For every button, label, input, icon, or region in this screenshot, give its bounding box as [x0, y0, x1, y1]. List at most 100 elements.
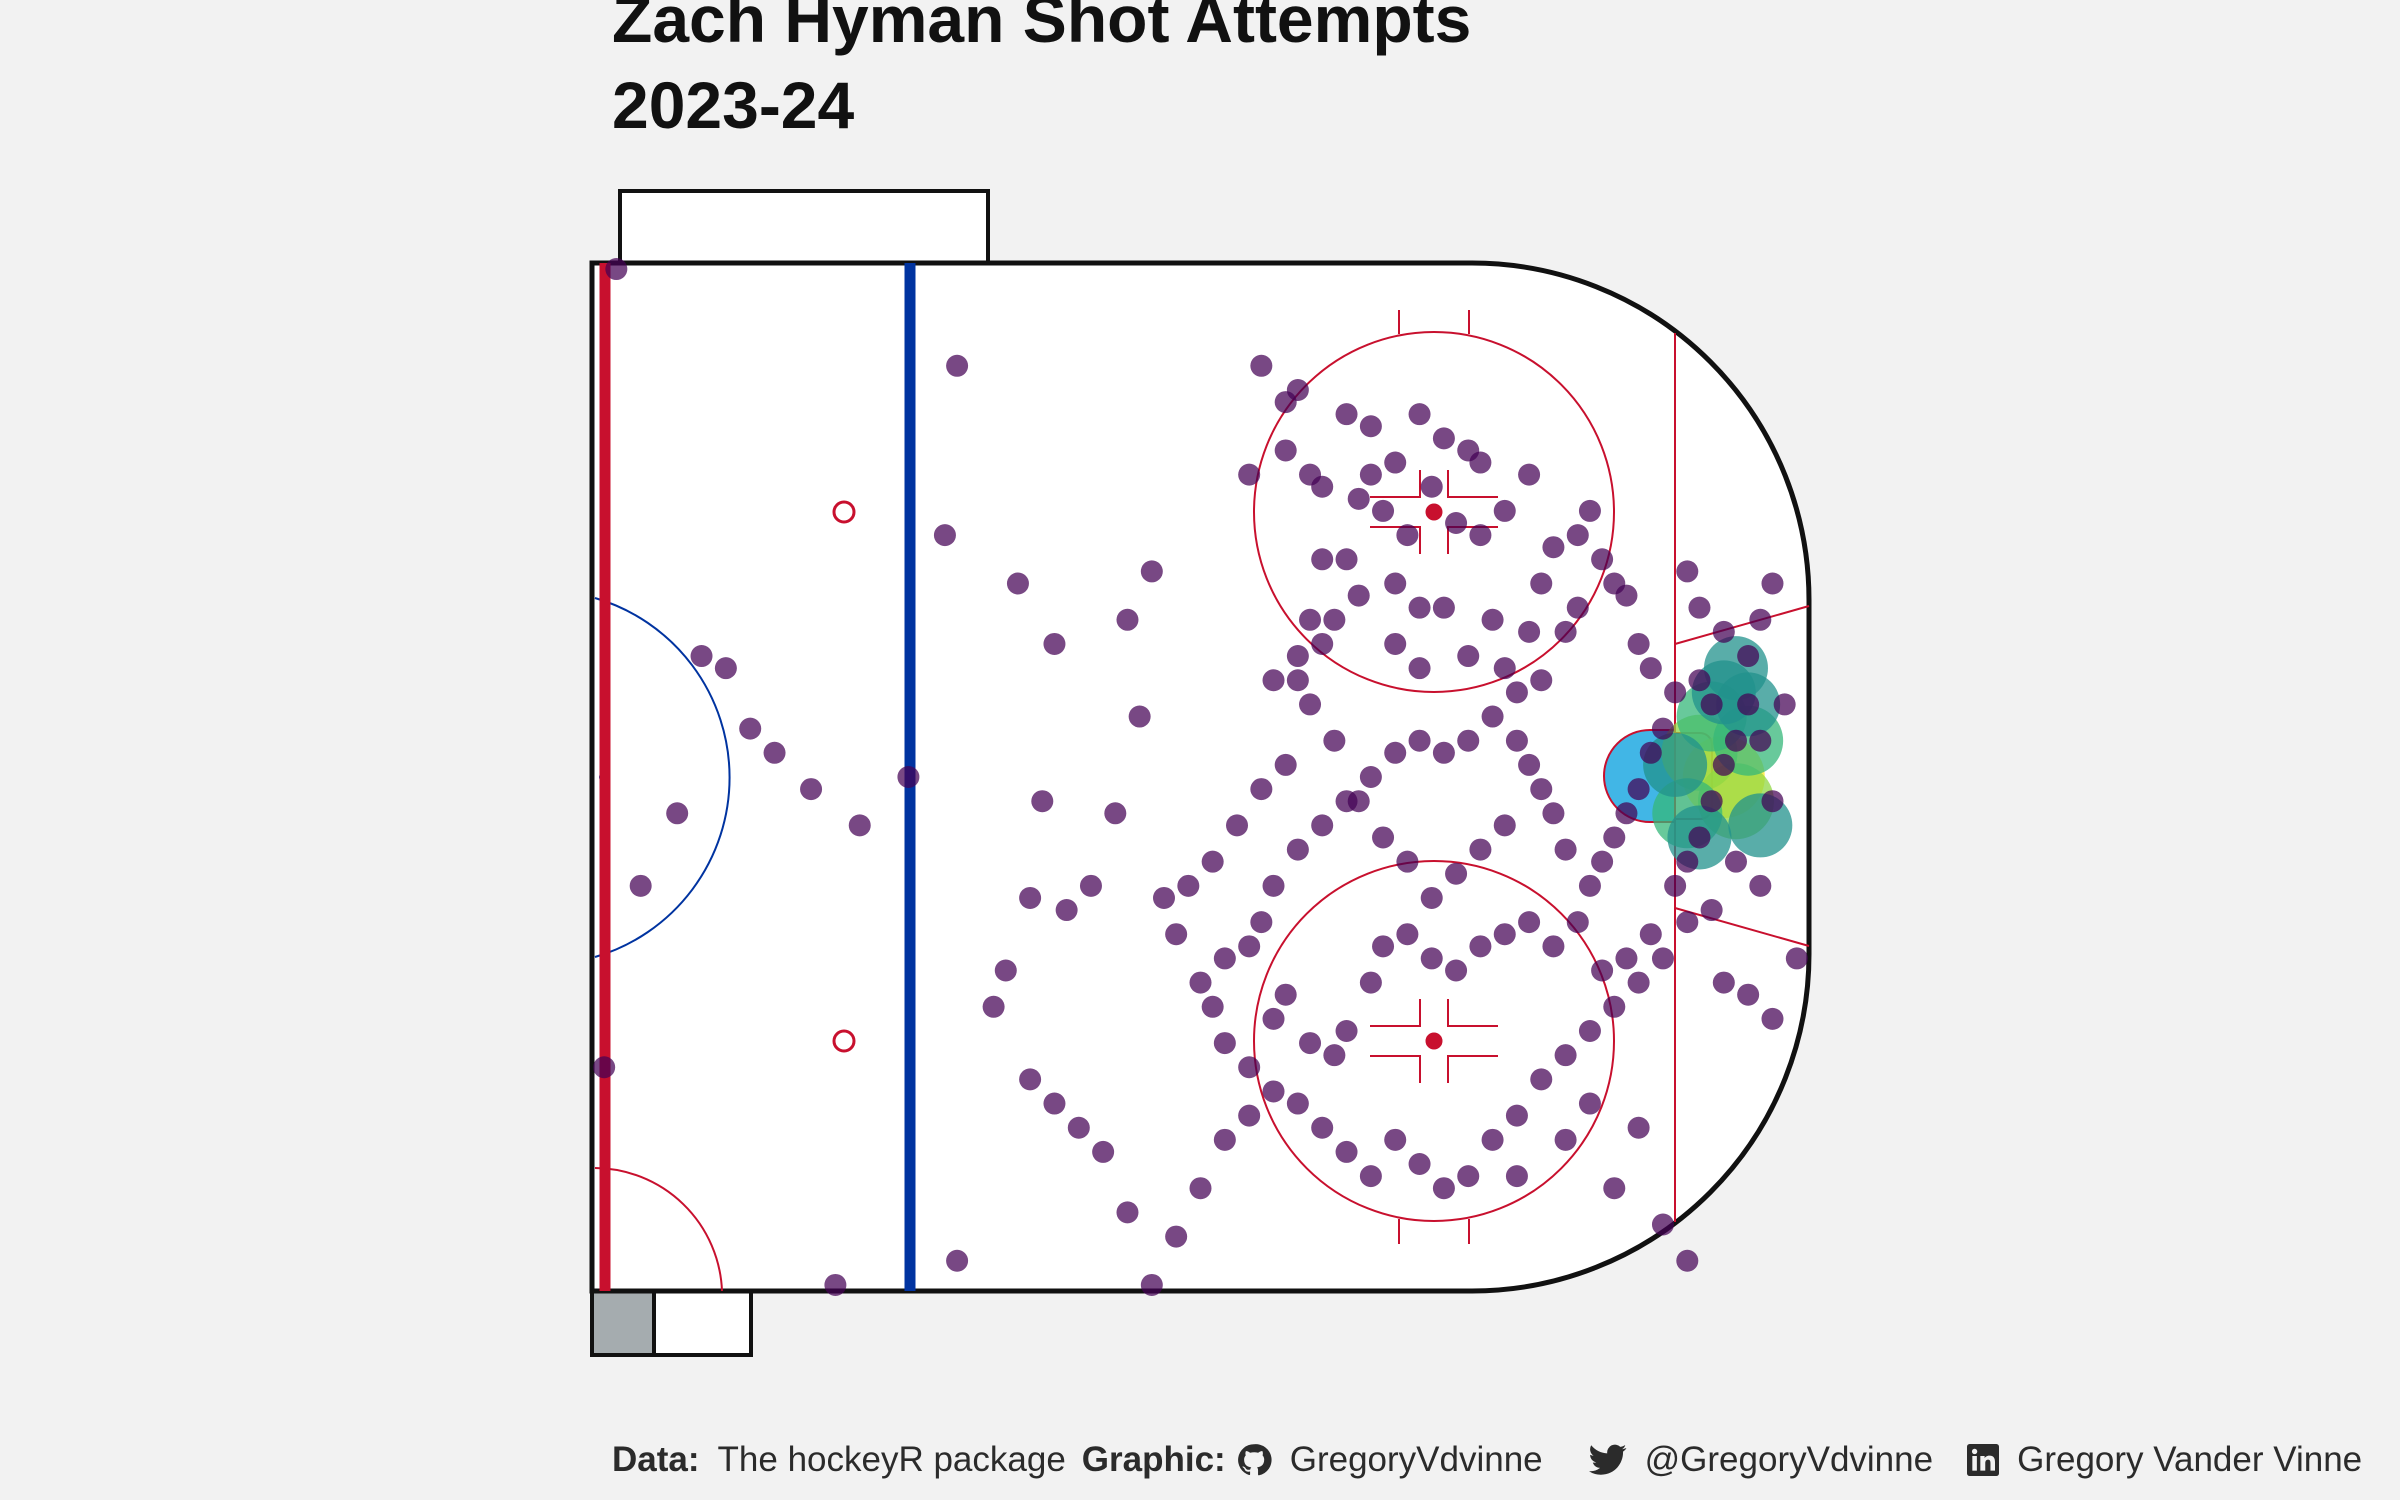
shot-point: [1651, 947, 1674, 970]
shot-point: [1359, 971, 1382, 994]
shot-point: [1384, 632, 1407, 655]
chart-title: Zach Hyman Shot Attempts 2023-24: [612, 0, 2012, 148]
shot-point: [1737, 645, 1760, 668]
shot-point: [1445, 862, 1468, 885]
shot-point: [1323, 729, 1346, 752]
shot-point: [1384, 741, 1407, 764]
shot-point: [1286, 669, 1309, 692]
shot-point: [1335, 548, 1358, 571]
twitter-handle: @GregoryVdvinne: [1644, 1440, 1934, 1479]
shot-point: [1165, 923, 1188, 946]
shot-point: [593, 1056, 616, 1079]
shot-point: [1530, 778, 1553, 801]
shot-point: [1676, 1249, 1699, 1272]
shot-point: [1724, 729, 1747, 752]
shot-point: [848, 814, 871, 837]
shot-point: [1323, 1044, 1346, 1067]
neutral-zone-dot-top: [832, 500, 856, 524]
caption: Data: The hockeyR package Graphic: Grego…: [612, 1440, 2372, 1480]
shot-point: [1518, 911, 1541, 934]
shot-point: [1396, 524, 1419, 547]
shot-point: [1445, 512, 1468, 535]
shot-point: [1201, 850, 1224, 873]
shot-point: [1286, 645, 1309, 668]
shot-point: [1359, 463, 1382, 486]
linkedin-name: Gregory Vander Vinne: [2017, 1440, 2363, 1479]
caption-graphic-label: Graphic:: [1081, 1440, 1226, 1479]
shot-point: [1323, 608, 1346, 631]
shot-point: [1688, 826, 1711, 849]
shot-point: [690, 645, 713, 668]
shot-point: [1627, 632, 1650, 655]
shot-point: [824, 1273, 847, 1296]
shot-point: [1773, 693, 1796, 716]
shot-point: [1116, 1201, 1139, 1224]
shot-point: [1311, 475, 1334, 498]
shot-point: [1019, 1068, 1042, 1091]
shot-point: [1737, 693, 1760, 716]
shot-point: [1591, 548, 1614, 571]
github-handle: GregoryVdvinne: [1289, 1440, 1543, 1479]
center-ice-circle: [594, 597, 731, 958]
penalty-box-alt: [652, 1289, 753, 1357]
shot-point: [1372, 826, 1395, 849]
shot-point: [1457, 645, 1480, 668]
shot-point: [1761, 790, 1784, 813]
shot-point: [1299, 1032, 1322, 1055]
shot-point: [1469, 838, 1492, 861]
shot-point: [1335, 403, 1358, 426]
shot-point: [1530, 1068, 1553, 1091]
shot-point: [1226, 814, 1249, 837]
shot-point: [1238, 1056, 1261, 1079]
shot-point: [1615, 947, 1638, 970]
shot-point: [1493, 657, 1516, 680]
shot-point: [1274, 439, 1297, 462]
shot-point: [1481, 608, 1504, 631]
shot-point: [1761, 1007, 1784, 1030]
shot-point: [1286, 378, 1309, 401]
shot-point: [800, 778, 823, 801]
chart-title-line1: Zach Hyman Shot Attempts: [612, 0, 1472, 56]
shot-point: [1104, 802, 1127, 825]
shot-point: [1542, 802, 1565, 825]
shot-point: [1311, 1116, 1334, 1139]
shot-point: [1493, 499, 1516, 522]
shot-point: [994, 959, 1017, 982]
shot-point: [1396, 850, 1419, 873]
shot-point: [897, 766, 920, 788]
shot-point: [1554, 1128, 1577, 1151]
shot-point: [1201, 995, 1224, 1018]
shot-point: [1250, 354, 1273, 377]
shot-point: [1359, 415, 1382, 438]
shot-point: [1432, 427, 1455, 450]
shot-point: [1469, 451, 1492, 474]
shot-point: [1688, 596, 1711, 619]
shot-point: [1785, 947, 1808, 970]
shot-point: [605, 258, 628, 281]
caption-data-value: The hockeyR package: [717, 1440, 1066, 1479]
shot-point: [1311, 814, 1334, 837]
shot-point: [1554, 838, 1577, 861]
github-icon: [1236, 1442, 1272, 1478]
shot-point: [1019, 886, 1042, 909]
shot-point: [1700, 899, 1723, 922]
shot-point: [1347, 790, 1370, 813]
faceoff-circle-bottom: [1253, 860, 1615, 1222]
penalty-box: [590, 1289, 656, 1357]
shot-point: [1530, 669, 1553, 692]
shot-point: [1505, 1104, 1528, 1127]
shot-point: [1639, 741, 1662, 764]
shot-point: [1664, 874, 1687, 897]
shot-point: [1372, 935, 1395, 958]
shot-point: [1505, 681, 1528, 704]
trapezoid-top: [1674, 605, 1810, 645]
shot-point: [1140, 560, 1163, 583]
shot-point: [1286, 1092, 1309, 1115]
shot-point: [1578, 1092, 1601, 1115]
shot-point: [1749, 874, 1772, 897]
shot-point: [1408, 596, 1431, 619]
shot-point: [1335, 1140, 1358, 1163]
shot-point: [1238, 1104, 1261, 1127]
shot-point: [1688, 669, 1711, 692]
